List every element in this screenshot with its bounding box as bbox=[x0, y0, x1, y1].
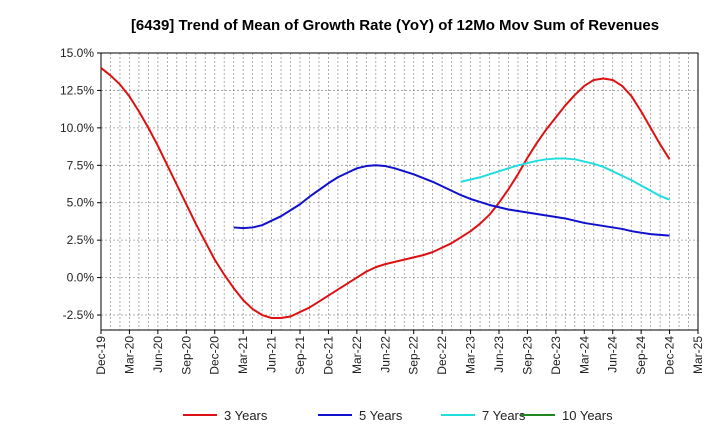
x-tick-label: Dec-24 bbox=[663, 336, 677, 375]
x-tick-label: Jun-23 bbox=[492, 336, 506, 373]
legend: 3 Years 5 Years 7 Years 10 Years bbox=[183, 408, 613, 423]
grid-lines bbox=[101, 52, 698, 330]
x-tick-label: Jun-24 bbox=[606, 336, 620, 373]
x-tick-label: Sep-22 bbox=[407, 336, 421, 375]
series-line-3-years bbox=[100, 67, 671, 320]
legend-label: 3 Years bbox=[224, 408, 268, 423]
x-tick-label: Dec-19 bbox=[94, 336, 108, 375]
y-tick-label: -2.5% bbox=[63, 308, 95, 322]
y-tick-label: 15.0% bbox=[60, 46, 94, 60]
y-tick-label: 2.5% bbox=[67, 233, 95, 247]
x-tick-label: Jun-22 bbox=[378, 336, 392, 373]
x-tick-label: Mar-24 bbox=[577, 336, 591, 374]
plot-frame bbox=[100, 52, 699, 331]
x-tick-label: Dec-21 bbox=[321, 336, 335, 375]
x-tick-label: Sep-24 bbox=[634, 336, 648, 375]
y-tick-label: 0.0% bbox=[67, 271, 95, 285]
x-tick-label: Mar-20 bbox=[122, 336, 136, 374]
x-tick-label: Mar-23 bbox=[464, 336, 478, 374]
x-tick-label: Mar-22 bbox=[350, 336, 364, 374]
legend-label: 5 Years bbox=[359, 408, 403, 423]
legend-label: 10 Years bbox=[562, 408, 613, 423]
chart-title: [6439] Trend of Mean of Growth Rate (YoY… bbox=[131, 17, 659, 34]
y-tick-label: 5.0% bbox=[67, 196, 95, 210]
x-tick-label: Jun-21 bbox=[265, 336, 279, 373]
series-line-5-years bbox=[233, 164, 670, 237]
legend-label: 7 Years bbox=[482, 408, 526, 423]
x-tick-label: Dec-23 bbox=[549, 336, 563, 375]
x-tick-label: Mar-25 bbox=[691, 336, 705, 374]
x-tick-label: Jun-20 bbox=[151, 336, 165, 373]
x-tick-label: Sep-21 bbox=[293, 336, 307, 375]
x-axis-ticks: Dec-19 Mar-20 Jun-20 Sep-20 Dec-20 Mar-21 Jun-… bbox=[94, 330, 705, 375]
x-tick-label: Dec-20 bbox=[208, 336, 222, 375]
x-tick-label: Mar-21 bbox=[236, 336, 250, 374]
y-tick-label: 12.5% bbox=[60, 83, 94, 97]
x-tick-label: Sep-23 bbox=[520, 336, 534, 375]
series-line-7-years bbox=[460, 157, 670, 201]
x-tick-label: Sep-20 bbox=[179, 336, 193, 375]
series-lines bbox=[100, 67, 671, 320]
y-axis-ticks: 15.0% 12.5% 10.0% 7.5% 5.0% 2.5% 0.0% -2.5% bbox=[60, 46, 101, 322]
y-tick-label: 10.0% bbox=[60, 121, 94, 135]
x-tick-label: Dec-22 bbox=[435, 336, 449, 375]
y-tick-label: 7.5% bbox=[67, 158, 95, 172]
